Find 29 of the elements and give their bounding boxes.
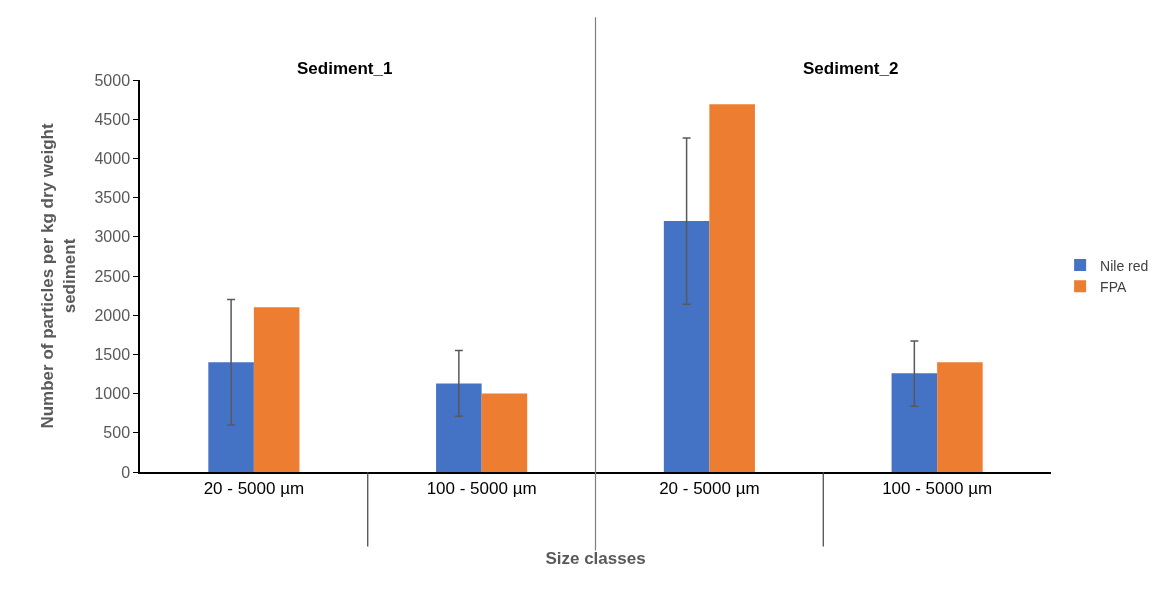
x-tick-label: 20 - 5000 µm — [203, 479, 305, 499]
bar — [208, 362, 254, 472]
x-tick-label: 100 - 5000 µm — [882, 479, 993, 499]
y-tick-label: 3500 — [94, 189, 131, 207]
legend-label: FPA — [1100, 278, 1127, 295]
bar — [709, 104, 755, 472]
bar — [663, 221, 710, 472]
y-tick-label: 4500 — [94, 110, 131, 128]
bar — [481, 393, 528, 472]
y-tick-label: 4000 — [94, 150, 131, 167]
bar — [891, 373, 938, 472]
y-tick-label: 2500 — [94, 267, 131, 285]
y-tick-label: 1000 — [94, 385, 131, 403]
y-tick-label: 2000 — [94, 306, 131, 324]
y-tick-label: 0 — [121, 463, 131, 481]
x-tick-label: 100 - 5000 µm — [426, 479, 537, 499]
bar — [937, 362, 983, 472]
x-tick-label: 20 - 5000 µm — [659, 479, 760, 499]
bar — [436, 383, 482, 472]
legend-label: Nile red — [1100, 257, 1149, 274]
y-tick-label: 5000 — [94, 71, 131, 89]
text: Sediment_1 — [297, 59, 393, 78]
text: Sediment_2 — [803, 59, 899, 78]
x-axis-title: Size classes — [545, 549, 646, 569]
y-tick-label: 3000 — [94, 228, 131, 246]
y-tick-label: 500 — [103, 424, 131, 442]
y-tick-label: 1500 — [94, 346, 131, 363]
y-axis-title: Number of particles per kg dry weight sediment — [38, 123, 80, 429]
bar — [253, 307, 300, 472]
